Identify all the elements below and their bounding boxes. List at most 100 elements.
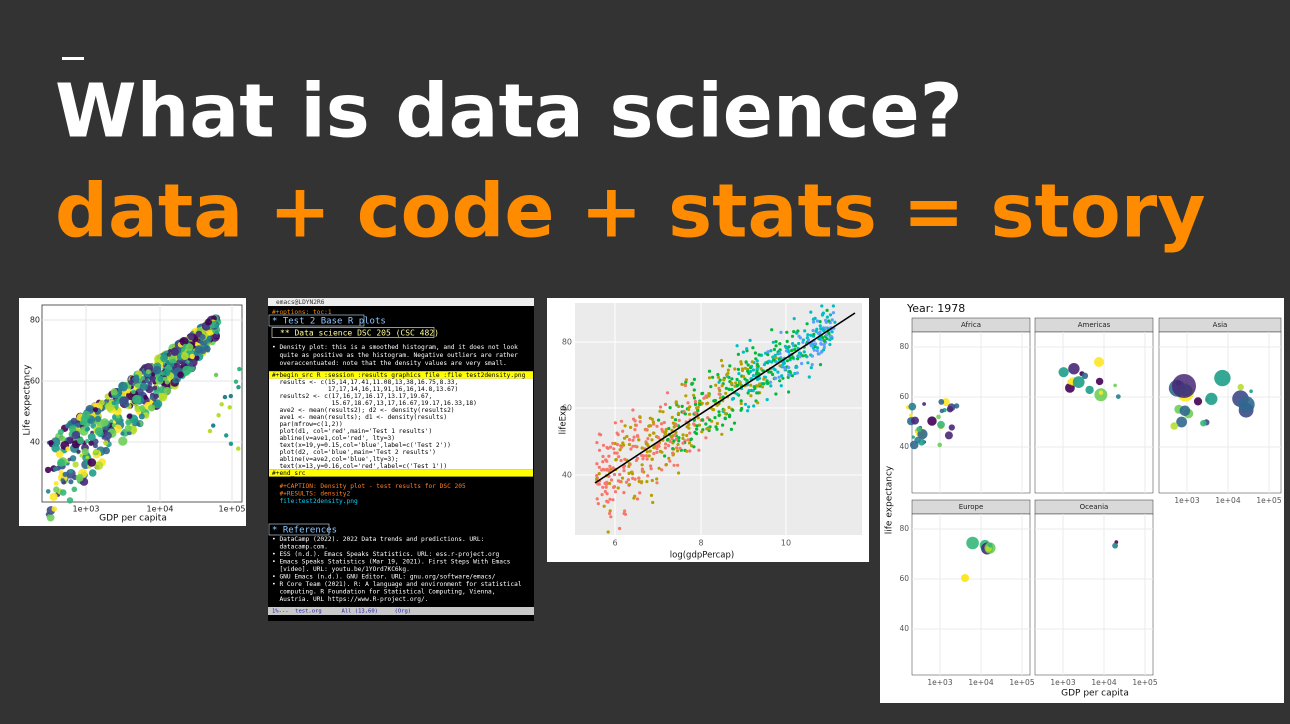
scatter-dot <box>597 482 601 486</box>
scatter-dot <box>693 399 698 404</box>
scatter-dot <box>622 436 627 440</box>
scatter-dot <box>671 421 676 425</box>
scatter-dot <box>675 449 680 453</box>
scatter-dot <box>647 454 651 458</box>
scatter-dot <box>110 388 118 396</box>
scatter-dot <box>614 457 618 462</box>
scatter-dot <box>766 381 770 385</box>
scatter-dot <box>622 469 626 473</box>
scatter-dot <box>66 497 74 504</box>
scatter-dot <box>825 315 830 319</box>
y-tick-label: 80 <box>899 342 909 351</box>
scatter-dot <box>766 350 770 354</box>
scatter-dot <box>751 374 756 378</box>
scatter-dot <box>739 401 743 406</box>
scatter-dot <box>797 341 801 346</box>
scatter-dot <box>721 423 725 427</box>
scatter-dot <box>812 348 816 352</box>
scatter-dot <box>686 438 690 442</box>
scatter-dot <box>595 477 599 481</box>
src-highlight <box>269 469 533 477</box>
facet-label: Africa <box>961 321 981 329</box>
scatter-dot <box>771 372 775 377</box>
scatter-dot <box>87 418 93 424</box>
scatter-dot <box>728 364 732 368</box>
y-tick-label: 60 <box>899 574 909 583</box>
scatter-dot <box>207 428 213 434</box>
scatter-dot <box>166 352 172 357</box>
x-tick-label: 1e+04 <box>147 505 174 514</box>
scatter-dot <box>685 433 689 438</box>
scatter-dot <box>640 446 644 450</box>
scatter-dot <box>739 399 743 403</box>
scatter-dot <box>127 413 133 419</box>
scatter-dot <box>778 342 782 346</box>
scatter-dot <box>769 384 773 388</box>
scatter-dot <box>595 441 599 445</box>
scatter-dot <box>170 363 175 368</box>
scatter-dot <box>707 376 712 380</box>
scatter-dot <box>749 369 753 374</box>
scatter-dot <box>700 401 704 405</box>
scatter-dot <box>657 418 661 422</box>
scatter-dot <box>48 440 54 446</box>
scatter-dot <box>739 360 743 364</box>
scatter-dot <box>94 461 104 470</box>
scatter-dot <box>680 382 684 386</box>
scatter-dot <box>147 381 153 387</box>
code-line: ** Data science DSC 205 (CSC 482) <box>280 329 439 338</box>
scatter-dot <box>120 431 125 436</box>
scatter-dot <box>774 392 778 396</box>
bubble <box>946 406 954 413</box>
scatter-dot <box>660 468 664 472</box>
scatter-dot <box>788 356 792 360</box>
scatter-dot <box>649 464 653 468</box>
scatter-dot <box>702 396 706 400</box>
scatter-dot <box>621 429 625 433</box>
scatter-dot <box>656 435 660 439</box>
scatter-dot <box>236 384 241 390</box>
scatter-dot <box>189 353 195 360</box>
scatter-dot <box>677 439 681 443</box>
scatter-dot <box>595 474 599 478</box>
scatter-dot <box>59 489 67 496</box>
scatter-dot <box>833 320 837 324</box>
scatter-dot <box>214 323 220 329</box>
scatter-dot <box>652 431 656 435</box>
y-tick-label: 80 <box>899 524 909 533</box>
scatter-dot <box>825 333 829 337</box>
scatter-dot <box>188 362 194 367</box>
scatter-dot <box>825 308 829 312</box>
scatter-dot <box>661 410 665 414</box>
scatter-dot <box>749 394 753 398</box>
scatter-dot <box>627 471 631 475</box>
heading-box <box>268 523 330 536</box>
scatter-dot <box>755 367 759 371</box>
scatter-dot <box>67 457 72 462</box>
scatter-dot <box>746 369 750 373</box>
scatter-dot <box>787 373 791 377</box>
scatter-dot <box>681 441 685 445</box>
scatter-dot <box>830 336 834 341</box>
scatter-dot <box>822 339 826 343</box>
scatter-dot <box>707 392 711 396</box>
scatter-dot <box>119 396 128 406</box>
scatter-dot <box>734 381 738 385</box>
bubble <box>938 399 945 405</box>
bubble <box>1094 357 1104 367</box>
scatter-dot <box>683 384 687 388</box>
scatter-dot <box>612 472 617 477</box>
scatter-dot <box>790 374 795 378</box>
x-tick-label: 1e+05 <box>1009 678 1034 687</box>
scatter-dot <box>237 366 242 372</box>
scatter-dot <box>623 424 627 428</box>
scatter-dot <box>712 399 716 403</box>
scatter-dot <box>809 310 813 314</box>
scatter-dot <box>75 422 81 428</box>
scatter-dot <box>632 435 636 439</box>
scatter-dot <box>59 435 66 442</box>
scatter-dot <box>655 447 659 451</box>
scatter-dot <box>695 406 699 410</box>
scatter-dot <box>631 408 635 412</box>
scatter-dot <box>707 394 711 398</box>
